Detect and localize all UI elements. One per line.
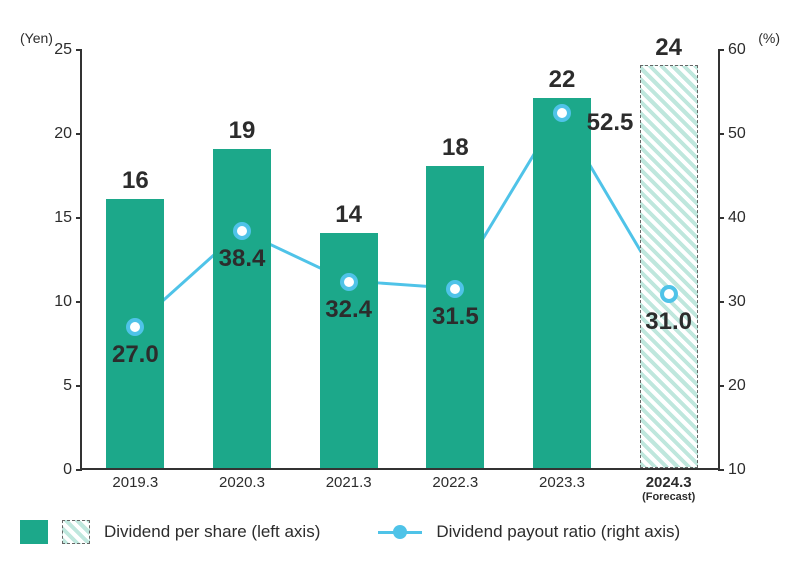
right-tick-mark — [718, 133, 724, 135]
legend-line-text: Dividend payout ratio (right axis) — [436, 522, 680, 542]
bar-value-label: 24 — [655, 34, 682, 66]
x-tick: 2020.3 — [219, 468, 265, 491]
x-tick: 2023.3 — [539, 468, 585, 491]
left-tick-mark — [76, 217, 82, 219]
bar-value-label: 14 — [335, 201, 362, 233]
bar: 24 — [640, 65, 698, 468]
bar: 14 — [320, 233, 378, 468]
line-value-label: 52.5 — [587, 109, 634, 137]
right-tick-mark — [718, 469, 724, 471]
line-value-label: 27.0 — [112, 341, 159, 369]
plot-area: 05101520251020304050601619141822242019.3… — [80, 50, 720, 470]
x-tick: 2021.3 — [326, 468, 372, 491]
right-tick-mark — [718, 217, 724, 219]
legend-swatch-bar-hatch — [62, 520, 90, 544]
line-value-label: 31.0 — [645, 308, 692, 336]
left-tick-mark — [76, 385, 82, 387]
legend: Dividend per share (left axis) Dividend … — [20, 520, 780, 544]
left-axis-label: (Yen) — [20, 30, 53, 46]
line-marker — [340, 273, 358, 291]
line-marker — [553, 104, 571, 122]
bar: 19 — [213, 149, 271, 468]
line-value-label: 31.5 — [432, 303, 479, 331]
line-marker — [446, 280, 464, 298]
line-value-label: 38.4 — [219, 245, 266, 273]
left-tick-mark — [76, 49, 82, 51]
bar-value-label: 16 — [122, 167, 149, 199]
legend-swatch-bar-solid — [20, 520, 48, 544]
bar: 22 — [533, 98, 591, 468]
right-tick-mark — [718, 49, 724, 51]
bar-value-label: 22 — [549, 66, 576, 98]
right-tick-mark — [718, 301, 724, 303]
left-tick-mark — [76, 301, 82, 303]
line-marker — [126, 318, 144, 336]
x-tick: 2019.3 — [112, 468, 158, 491]
left-tick-mark — [76, 133, 82, 135]
bar-value-label: 19 — [229, 117, 256, 149]
left-tick-mark — [76, 469, 82, 471]
bar-value-label: 18 — [442, 134, 469, 166]
right-axis-label: (%) — [758, 30, 780, 46]
line-value-label: 32.4 — [325, 296, 372, 324]
line-marker — [233, 222, 251, 240]
x-tick: 2022.3 — [432, 468, 478, 491]
x-tick: 2024.3(Forecast) — [642, 468, 695, 503]
legend-swatch-line — [378, 520, 422, 544]
right-tick-mark — [718, 385, 724, 387]
legend-bar-text: Dividend per share (left axis) — [104, 522, 320, 542]
dividend-chart: (Yen) (%) 051015202510203040506016191418… — [20, 10, 780, 510]
line-marker — [660, 285, 678, 303]
